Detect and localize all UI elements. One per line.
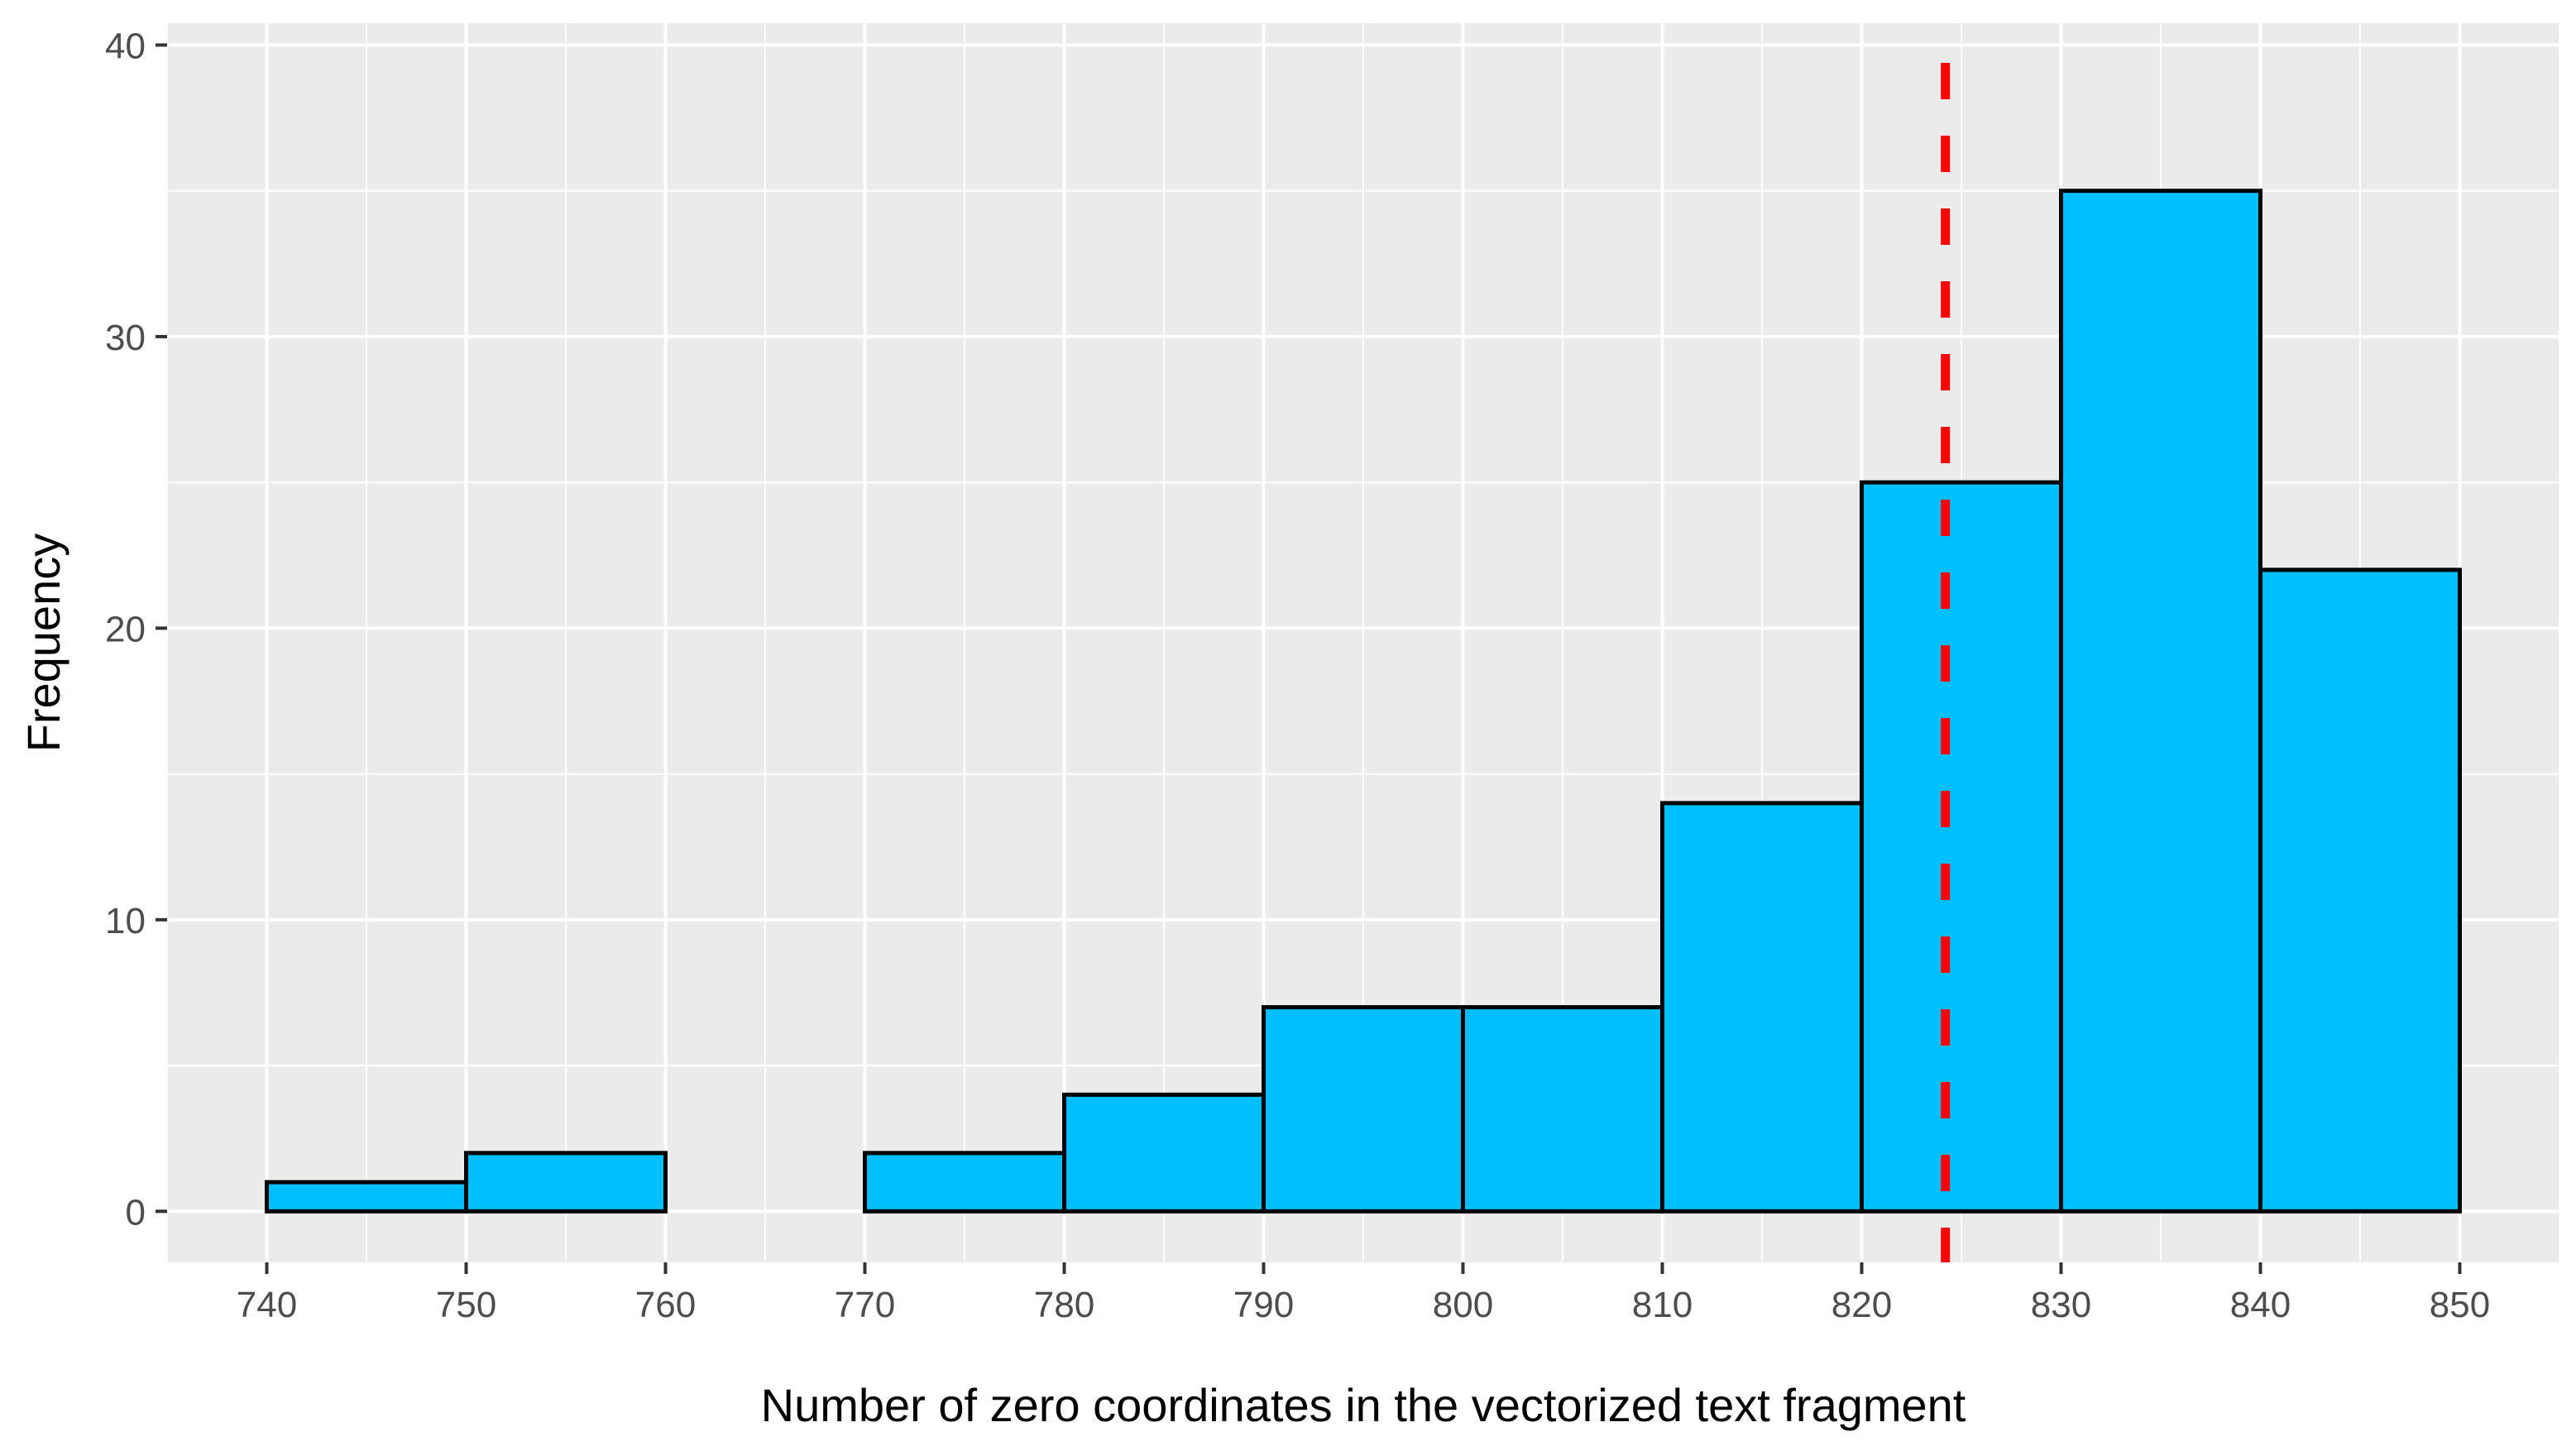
- y-axis-ticks: 0 10 20 30 40: [105, 26, 167, 1233]
- y-axis-title: Frequency: [17, 534, 69, 753]
- histogram-bar: [1062, 1092, 1266, 1214]
- x-tick-label: 840: [2230, 1285, 2291, 1325]
- histogram-bar: [1860, 480, 2063, 1214]
- histogram-bar: [1461, 1005, 1664, 1214]
- x-tick-label: 810: [1632, 1285, 1693, 1325]
- x-tick-label: 770: [835, 1285, 895, 1325]
- histogram-bars: [265, 189, 2462, 1214]
- x-tick-label: 760: [635, 1285, 696, 1325]
- histogram-bar: [1660, 801, 1864, 1214]
- histogram-bar: [2059, 189, 2262, 1214]
- y-tick-label: 30: [105, 318, 146, 358]
- histogram-bar: [2258, 567, 2462, 1214]
- y-tick-label: 10: [105, 901, 146, 941]
- histogram-bar: [464, 1151, 668, 1214]
- histogram-bar: [265, 1180, 468, 1214]
- x-tick-label: 800: [1433, 1285, 1493, 1325]
- x-tick-label: 780: [1034, 1285, 1094, 1325]
- histogram-bar: [863, 1151, 1066, 1214]
- x-axis-ticks: 740 750 760 770 780 790 800 810 820 830 840 850: [237, 1262, 2490, 1325]
- y-tick-label: 20: [105, 609, 146, 649]
- x-tick-label: 830: [2031, 1285, 2091, 1325]
- y-tick-label: 0: [126, 1192, 146, 1233]
- x-tick-label: 820: [1831, 1285, 1892, 1325]
- x-tick-label: 790: [1233, 1285, 1294, 1325]
- histogram-bar: [1262, 1005, 1465, 1214]
- x-tick-label: 750: [436, 1285, 496, 1325]
- x-tick-label: 850: [2430, 1285, 2490, 1325]
- y-tick-label: 40: [105, 26, 146, 66]
- x-axis-title: Number of zero coordinates in the vector…: [761, 1379, 1966, 1431]
- x-tick-label: 740: [237, 1285, 297, 1325]
